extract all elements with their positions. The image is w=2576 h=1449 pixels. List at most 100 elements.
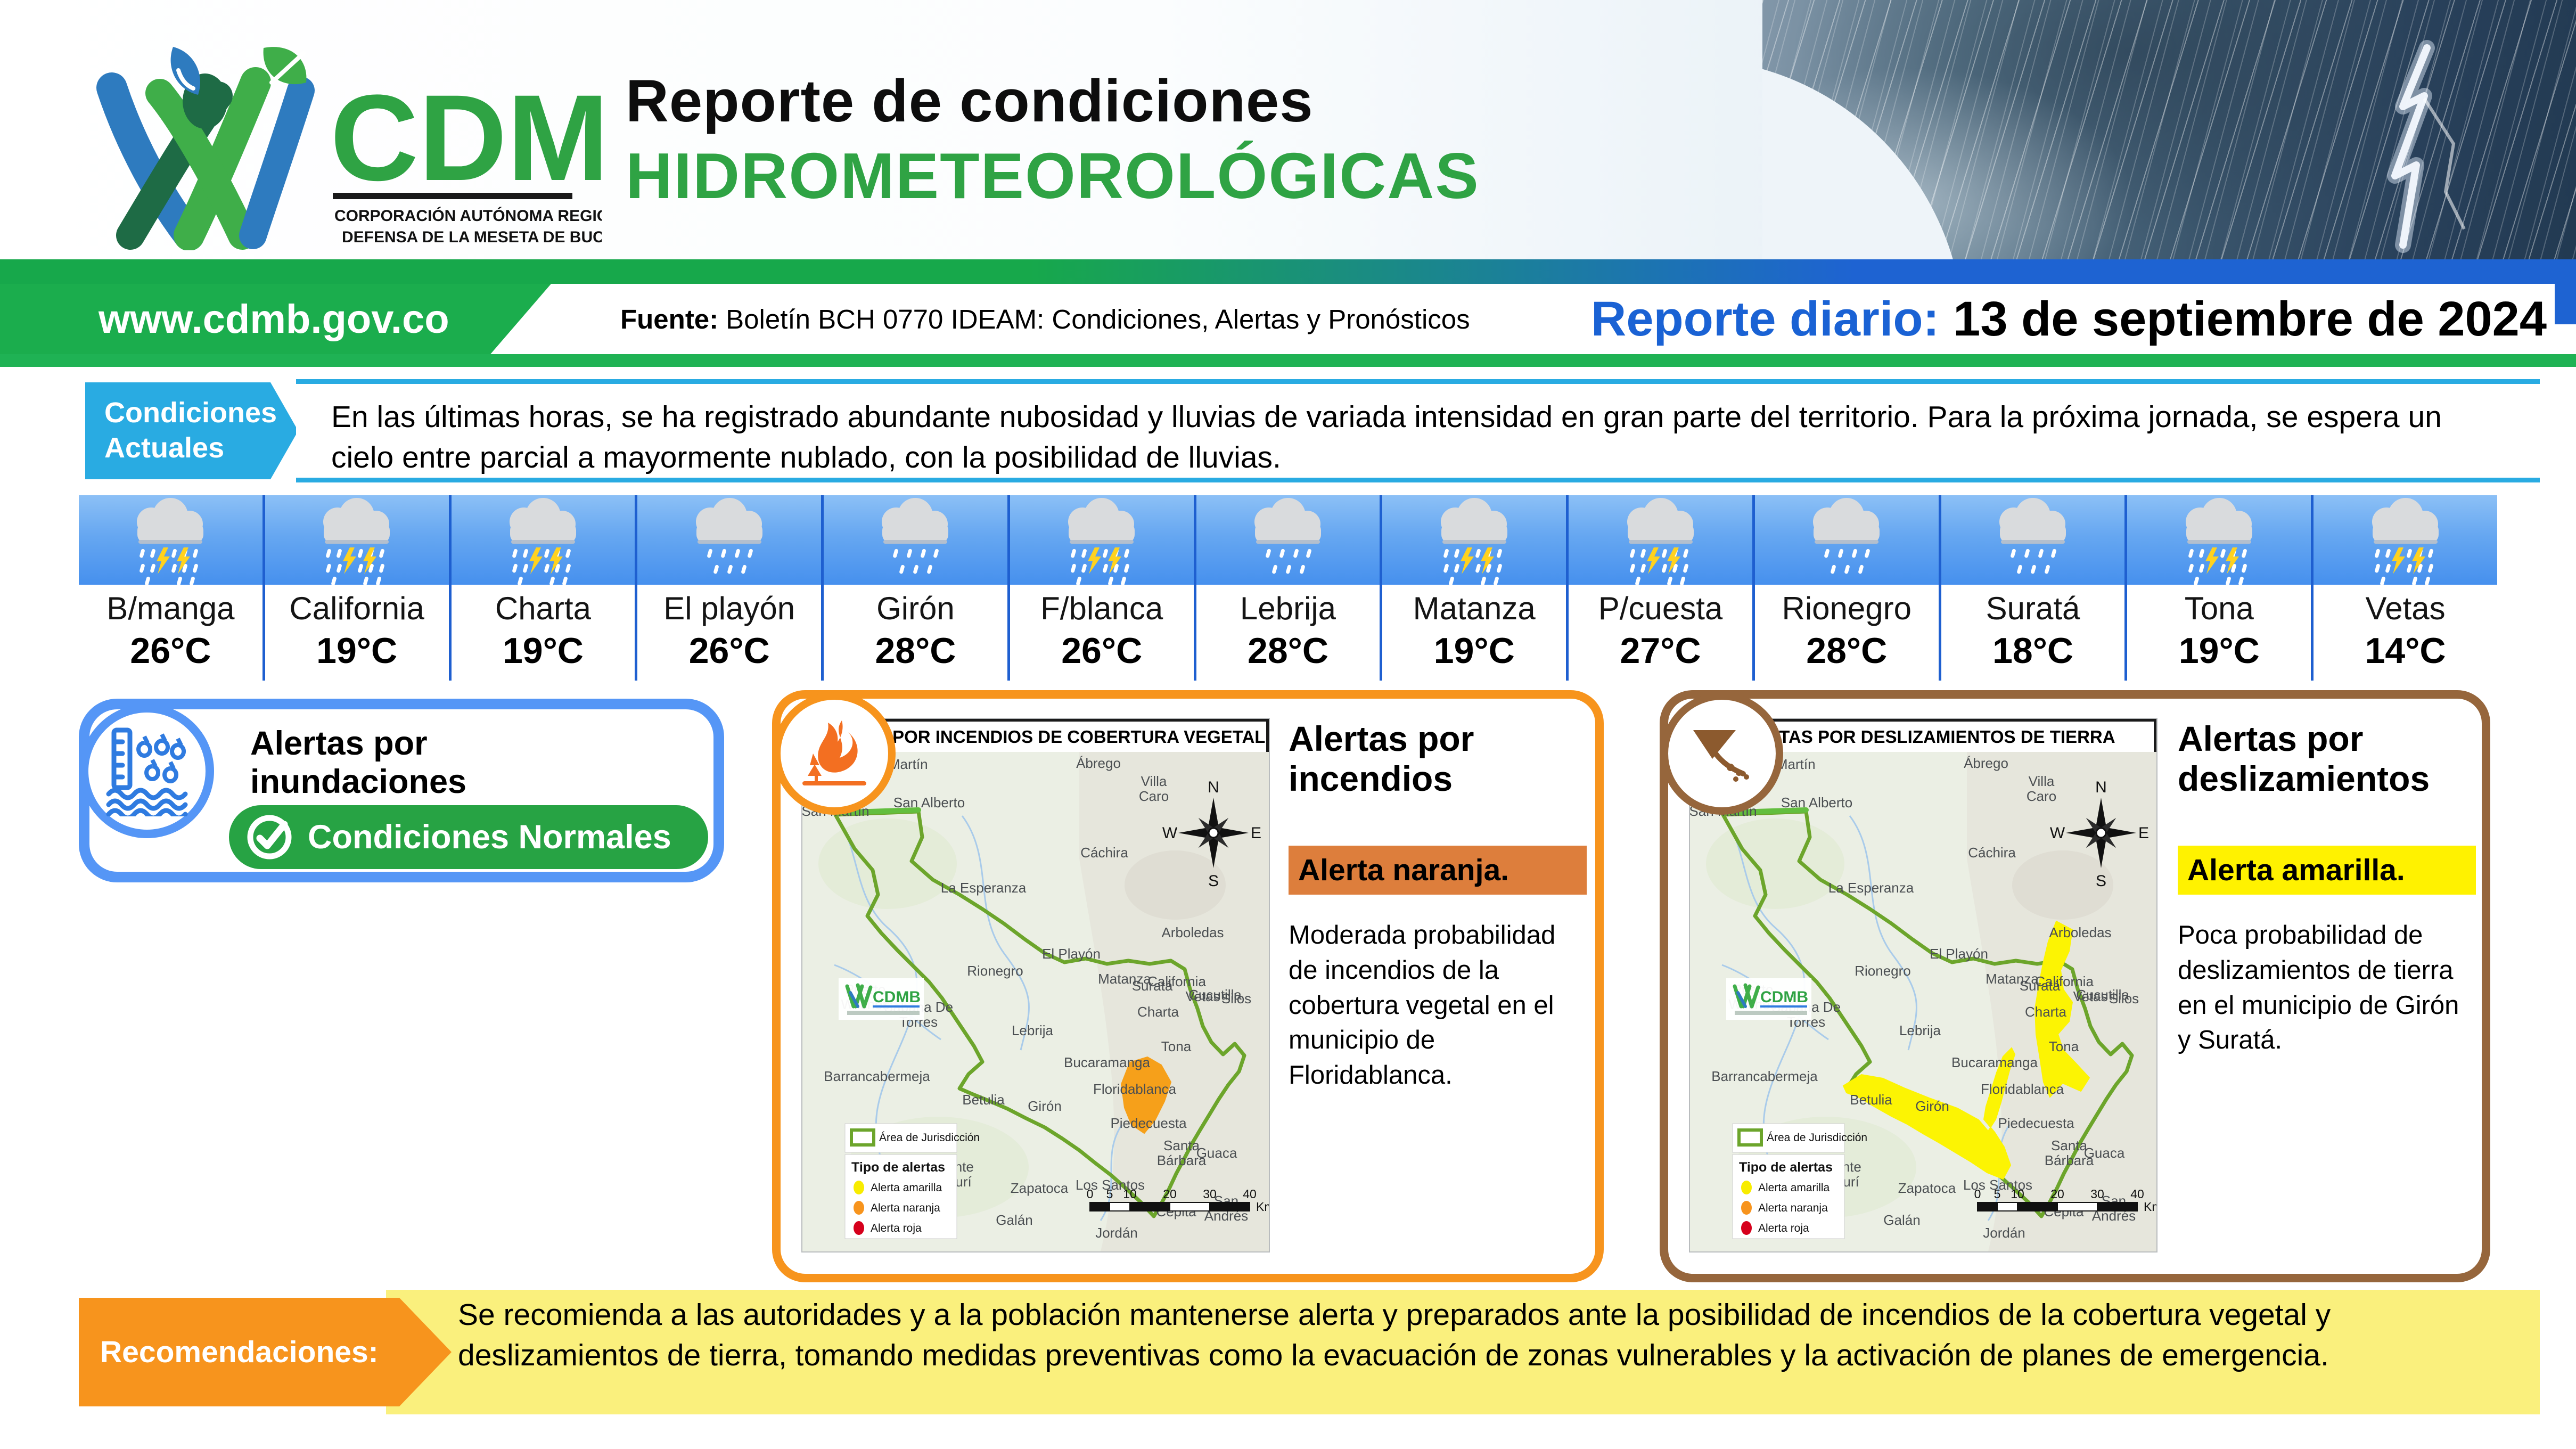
rain-icon xyxy=(824,495,1007,585)
flood-title-line2: inundaciones xyxy=(250,763,467,801)
svg-text:Galán: Galán xyxy=(1883,1212,1920,1228)
forecast-city-name: P/cuesta xyxy=(1598,591,1723,626)
forecast-cell: Rionegro 28°C xyxy=(1754,495,1941,681)
highlight-giron xyxy=(1842,1047,2016,1180)
forecast-city-temp: 19°C xyxy=(1433,631,1515,671)
fire-map-frame: ALERTAS POR INCENDIOS DE COBERTURA VEGET… xyxy=(801,718,1275,1252)
storm-photo xyxy=(1762,0,2576,259)
current-conditions-text: En las últimas horas, se ha registrado a… xyxy=(296,379,2540,482)
forecast-cell: Vetas 14°C xyxy=(2314,495,2497,681)
svg-text:Tipo de alertas: Tipo de alertas xyxy=(851,1160,945,1175)
svg-text:10: 10 xyxy=(1123,1187,1137,1201)
landslide-icon xyxy=(1693,730,1749,782)
forecast-city-temp: 28°C xyxy=(1806,631,1888,671)
svg-text:40: 40 xyxy=(1243,1187,1257,1201)
forecast-city-block: P/cuesta 27°C xyxy=(1569,585,1752,681)
storm-icon xyxy=(451,495,635,585)
forecast-cell: Lebrija 28°C xyxy=(1196,495,1383,681)
svg-text:Girón: Girón xyxy=(1028,1098,1062,1114)
cond-label-line2: Actuales xyxy=(104,432,225,464)
cond-label-line1: Condiciones xyxy=(104,397,277,429)
svg-text:Rionegro: Rionegro xyxy=(1855,963,1911,979)
compass-rose-icon: N E S W xyxy=(2050,779,2149,890)
svg-text:La Esperanza: La Esperanza xyxy=(941,880,1027,896)
forecast-city-name: Suratá xyxy=(1986,591,2080,626)
lightning-icon xyxy=(2387,40,2466,253)
forecast-cell: California 19°C xyxy=(265,495,452,681)
recommendations-text: Se recomienda a las autoridades y a la p… xyxy=(458,1298,2331,1372)
source-line: Fuente: Boletín BCH 0770 IDEAM: Condicio… xyxy=(620,284,1470,354)
svg-text:Charta: Charta xyxy=(1137,1004,1179,1020)
svg-text:Zapatoca: Zapatoca xyxy=(1011,1180,1069,1196)
flood-status-text: Condiciones Normales xyxy=(308,818,671,856)
forecast-city-name: California xyxy=(289,591,424,626)
svg-text:Alerta naranja: Alerta naranja xyxy=(1758,1202,1828,1214)
source-text: Boletín BCH 0770 IDEAM: Condiciones, Ale… xyxy=(726,304,1470,334)
svg-text:Bucaramanga: Bucaramanga xyxy=(1951,1054,2038,1070)
svg-text:Lebrija: Lebrija xyxy=(1899,1022,1941,1038)
svg-text:Vetas: Vetas xyxy=(1185,988,1220,1004)
forecast-city-block: Vetas 14°C xyxy=(2314,585,2497,681)
svg-text:Alerta amarilla: Alerta amarilla xyxy=(1758,1182,1830,1194)
logo-acronym: CDMB xyxy=(330,69,602,206)
svg-text:Jordán: Jordán xyxy=(1983,1225,2025,1241)
landslide-heading-line2: deslizamientos xyxy=(2178,759,2430,799)
forecast-city-temp: 19°C xyxy=(2178,631,2260,671)
forecast-city-temp: 18°C xyxy=(1992,631,2073,671)
svg-text:Arboledas: Arboledas xyxy=(2049,924,2111,940)
landslide-text-column: Alertas por deslizamientos Alerta amaril… xyxy=(2178,719,2476,1058)
svg-text:CDMB: CDMB xyxy=(1760,988,1808,1006)
highlight-floridablanca xyxy=(1120,1056,1172,1134)
recommendations-label: Recomendaciones: xyxy=(79,1298,452,1406)
forecast-city-temp: 28°C xyxy=(875,631,956,671)
logo-tagline-1: CORPORACIÓN AUTÓNOMA REGIONAL PARA LA xyxy=(334,207,602,225)
forecast-city-temp: 26°C xyxy=(1061,631,1143,671)
flame-icon xyxy=(802,721,866,785)
forecast-city-block: B/manga 26°C xyxy=(79,585,262,681)
fire-text-column: Alertas por incendios Alerta naranja. Mo… xyxy=(1289,719,1587,1093)
website-url: www.cdmb.gov.co xyxy=(99,296,449,342)
highlight-surata xyxy=(2034,920,2090,1098)
forecast-city-name: Matanza xyxy=(1413,591,1536,626)
forecast-cell: Charta 19°C xyxy=(451,495,638,681)
flood-status-pill: Condiciones Normales xyxy=(229,805,708,869)
svg-text:Barrancabermeja: Barrancabermeja xyxy=(824,1068,930,1084)
storm-icon xyxy=(1569,495,1752,585)
landslide-alert-banner: Alerta amarilla. xyxy=(2178,846,2476,895)
compass-rose-icon: N E S W xyxy=(1162,779,1261,890)
landslide-badge xyxy=(1661,692,1783,815)
forecast-city-temp: 19°C xyxy=(502,631,584,671)
svg-text:30: 30 xyxy=(1203,1187,1217,1201)
storm-icon xyxy=(2127,495,2311,585)
svg-text:Silos: Silos xyxy=(2109,990,2139,1006)
svg-text:N: N xyxy=(1208,779,1219,796)
forecast-city-name: Rionegro xyxy=(1782,591,1912,626)
svg-text:Guaca: Guaca xyxy=(1196,1145,1237,1161)
forecast-city-block: Lebrija 28°C xyxy=(1196,585,1380,681)
svg-text:Cáchira: Cáchira xyxy=(1968,845,2016,861)
svg-text:Área de Jurisdicción: Área de Jurisdicción xyxy=(1767,1132,1867,1144)
svg-text:El Playón: El Playón xyxy=(1930,946,1988,962)
svg-text:30: 30 xyxy=(2090,1187,2104,1201)
website-tab: www.cdmb.gov.co xyxy=(0,284,551,354)
storm-icon xyxy=(2314,495,2497,585)
svg-text:Suratá: Suratá xyxy=(2020,978,2061,994)
blue-sliver xyxy=(2555,284,2576,324)
forecast-city-block: Suratá 18°C xyxy=(1941,585,2125,681)
fire-alert-banner: Alerta naranja. xyxy=(1289,846,1587,895)
svg-text:10: 10 xyxy=(2011,1187,2024,1201)
svg-text:N: N xyxy=(2095,779,2107,796)
svg-text:Tona: Tona xyxy=(2049,1038,2079,1054)
svg-text:20: 20 xyxy=(2050,1187,2064,1201)
rain-icon xyxy=(1754,495,1939,585)
forecast-city-block: Rionegro 28°C xyxy=(1754,585,1939,681)
svg-text:W: W xyxy=(2050,824,2065,842)
svg-text:Área de Jurisdicción: Área de Jurisdicción xyxy=(879,1132,980,1144)
svg-text:Matanza: Matanza xyxy=(1098,971,1151,987)
forecast-city-name: F/blanca xyxy=(1040,591,1163,626)
forecast-city-temp: 26°C xyxy=(688,631,770,671)
svg-text:Cucutilla: Cucutilla xyxy=(2076,987,2129,1003)
